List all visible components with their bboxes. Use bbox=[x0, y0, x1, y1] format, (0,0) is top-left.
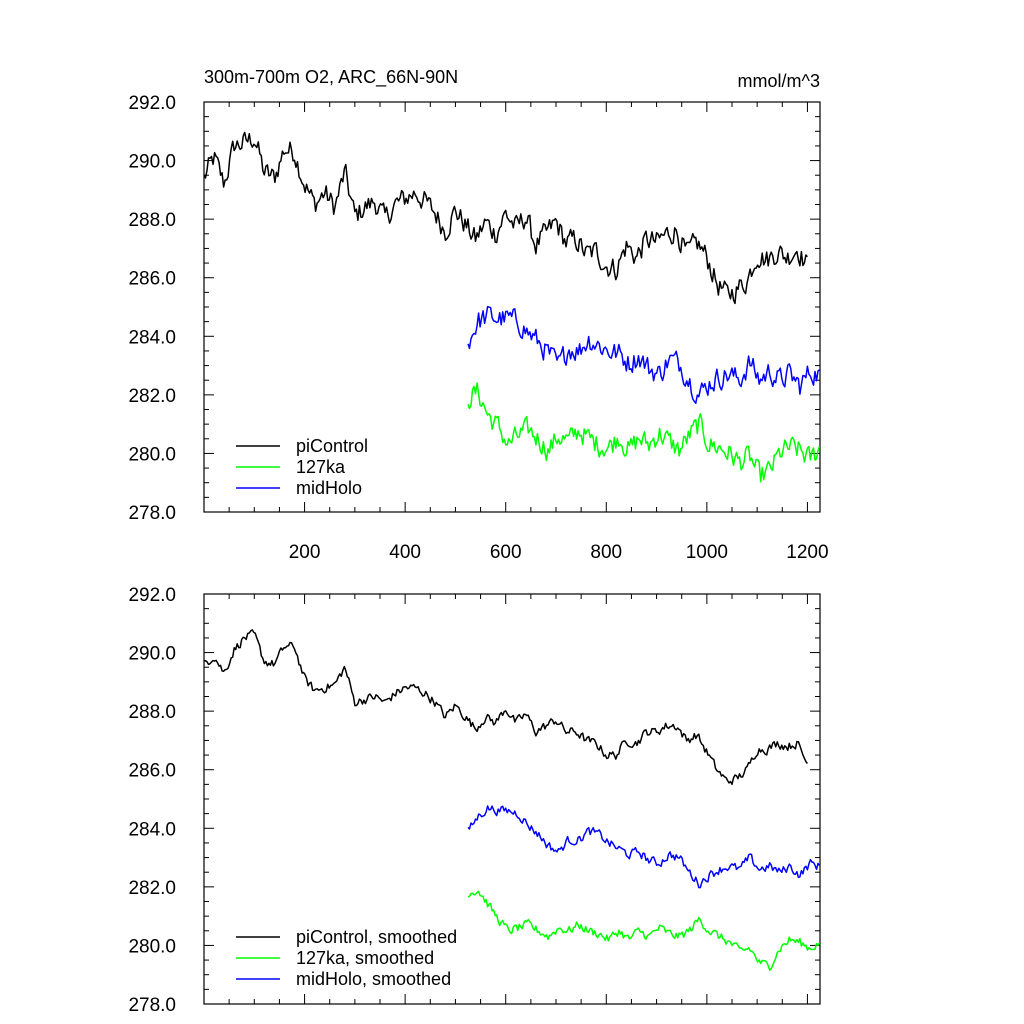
x-axis: 200 400 600 800 1000 1200 bbox=[228, 102, 829, 563]
series-line-picontrol bbox=[203, 131, 808, 305]
chart-panel-bottom: 278.0 280.0 282.0 284.0 286.0 288.0 290.0 292.0… bbox=[128, 585, 821, 1016]
y-tick-label: 288.0 bbox=[128, 702, 176, 723]
legend-label: piControl, smoothed bbox=[296, 927, 457, 947]
series-line-127ka bbox=[467, 382, 821, 483]
legend-label: piControl bbox=[296, 436, 368, 456]
legend-label: midHolo, smoothed bbox=[296, 969, 451, 989]
legend-label: 127ka, smoothed bbox=[296, 948, 434, 968]
chart-title: 300m-700m O2, ARC_66N-90N bbox=[204, 67, 458, 88]
y-tick-label: 286.0 bbox=[128, 761, 176, 782]
y-tick-label: 292.0 bbox=[128, 93, 176, 114]
series-group bbox=[204, 629, 821, 971]
legend-label: midHolo bbox=[296, 478, 362, 498]
series-line-picontrol bbox=[204, 629, 808, 786]
y-tick-label: 292.0 bbox=[128, 585, 176, 606]
x-tick-label: 1200 bbox=[786, 542, 828, 563]
series-line-midholo bbox=[467, 805, 821, 889]
chart-panel-top: 300m-700m O2, ARC_66N-90N mmol/m^3 278.0… bbox=[128, 67, 828, 563]
y-tick-label: 288.0 bbox=[128, 210, 176, 231]
x-tick-label: 600 bbox=[490, 542, 522, 563]
y-tick-label: 284.0 bbox=[128, 819, 176, 840]
y-tick-label: 284.0 bbox=[128, 327, 176, 348]
y-tick-label: 278.0 bbox=[128, 503, 176, 524]
y-axis: 278.0 280.0 282.0 284.0 286.0 288.0 290.0 292.0 bbox=[128, 585, 820, 1016]
y-tick-label: 286.0 bbox=[128, 269, 176, 290]
y-tick-label: 282.0 bbox=[128, 878, 176, 899]
x-tick-label: 400 bbox=[389, 542, 421, 563]
x-tick-label: 1000 bbox=[686, 542, 728, 563]
series-group bbox=[203, 131, 821, 483]
y-tick-label: 290.0 bbox=[128, 644, 176, 665]
series-line-127ka bbox=[467, 890, 821, 971]
x-axis bbox=[228, 594, 808, 1004]
units-label: mmol/m^3 bbox=[738, 71, 820, 91]
series-line-midholo bbox=[467, 305, 820, 405]
y-axis: 278.0 280.0 282.0 284.0 286.0 288.0 290.0 292.0 bbox=[128, 93, 820, 524]
y-tick-label: 278.0 bbox=[128, 995, 176, 1016]
y-tick-label: 282.0 bbox=[128, 386, 176, 407]
x-tick-label: 800 bbox=[590, 542, 622, 563]
y-tick-label: 280.0 bbox=[128, 936, 176, 957]
y-tick-label: 290.0 bbox=[128, 152, 176, 173]
y-tick-label: 280.0 bbox=[128, 444, 176, 465]
x-tick-label: 200 bbox=[289, 542, 321, 563]
legend-label: 127ka bbox=[296, 457, 346, 477]
